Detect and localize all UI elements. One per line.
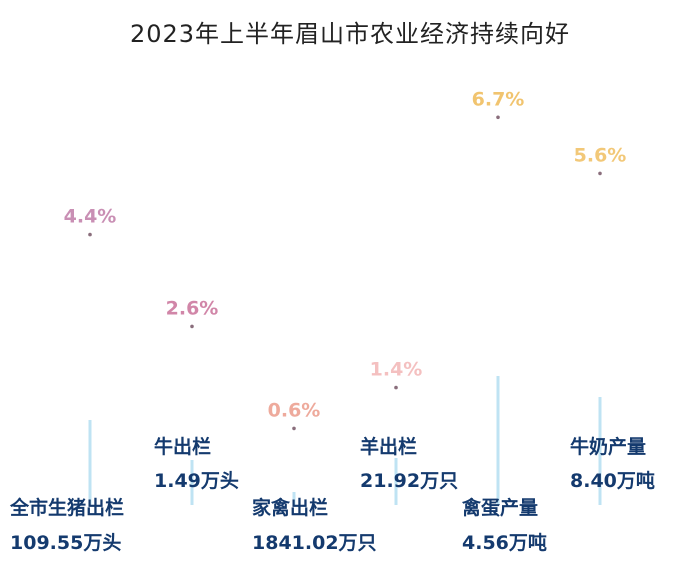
data-point — [394, 385, 398, 390]
stem-bar — [598, 397, 602, 505]
growth-label: 2.6% — [166, 297, 219, 319]
data-point — [292, 426, 296, 431]
category-label: 牛奶产量 — [570, 435, 646, 458]
stem-bar — [394, 458, 398, 505]
stem-bar — [88, 420, 92, 505]
data-point — [496, 115, 500, 120]
category-label: 全市生猪出栏 — [9, 496, 124, 519]
stem-bar — [292, 492, 296, 505]
data-point — [190, 324, 194, 329]
growth-label: 0.6% — [268, 399, 321, 421]
chart-title: 2023年上半年眉山市农业经济持续向好 — [129, 20, 571, 48]
category-label: 家禽出栏 — [252, 496, 328, 519]
value-label: 1.49万头 — [154, 470, 239, 492]
category-label: 牛出栏 — [154, 435, 211, 458]
stem-bar — [190, 460, 194, 505]
category-label: 羊出栏 — [360, 435, 417, 458]
growth-label: 6.7% — [472, 88, 525, 110]
value-label: 109.55万头 — [10, 532, 121, 554]
category-label: 禽蛋产量 — [461, 496, 538, 519]
stem-bar — [496, 376, 500, 505]
data-point — [598, 171, 602, 176]
value-label: 4.56万吨 — [462, 531, 547, 554]
value-label: 21.92万只 — [360, 470, 458, 492]
growth-label: 1.4% — [370, 359, 423, 381]
data-point — [88, 232, 92, 237]
value-label: 8.40万吨 — [570, 469, 655, 492]
growth-label: 4.4% — [64, 206, 117, 228]
growth-label: 5.6% — [574, 144, 627, 166]
value-label: 1841.02万只 — [252, 532, 377, 554]
